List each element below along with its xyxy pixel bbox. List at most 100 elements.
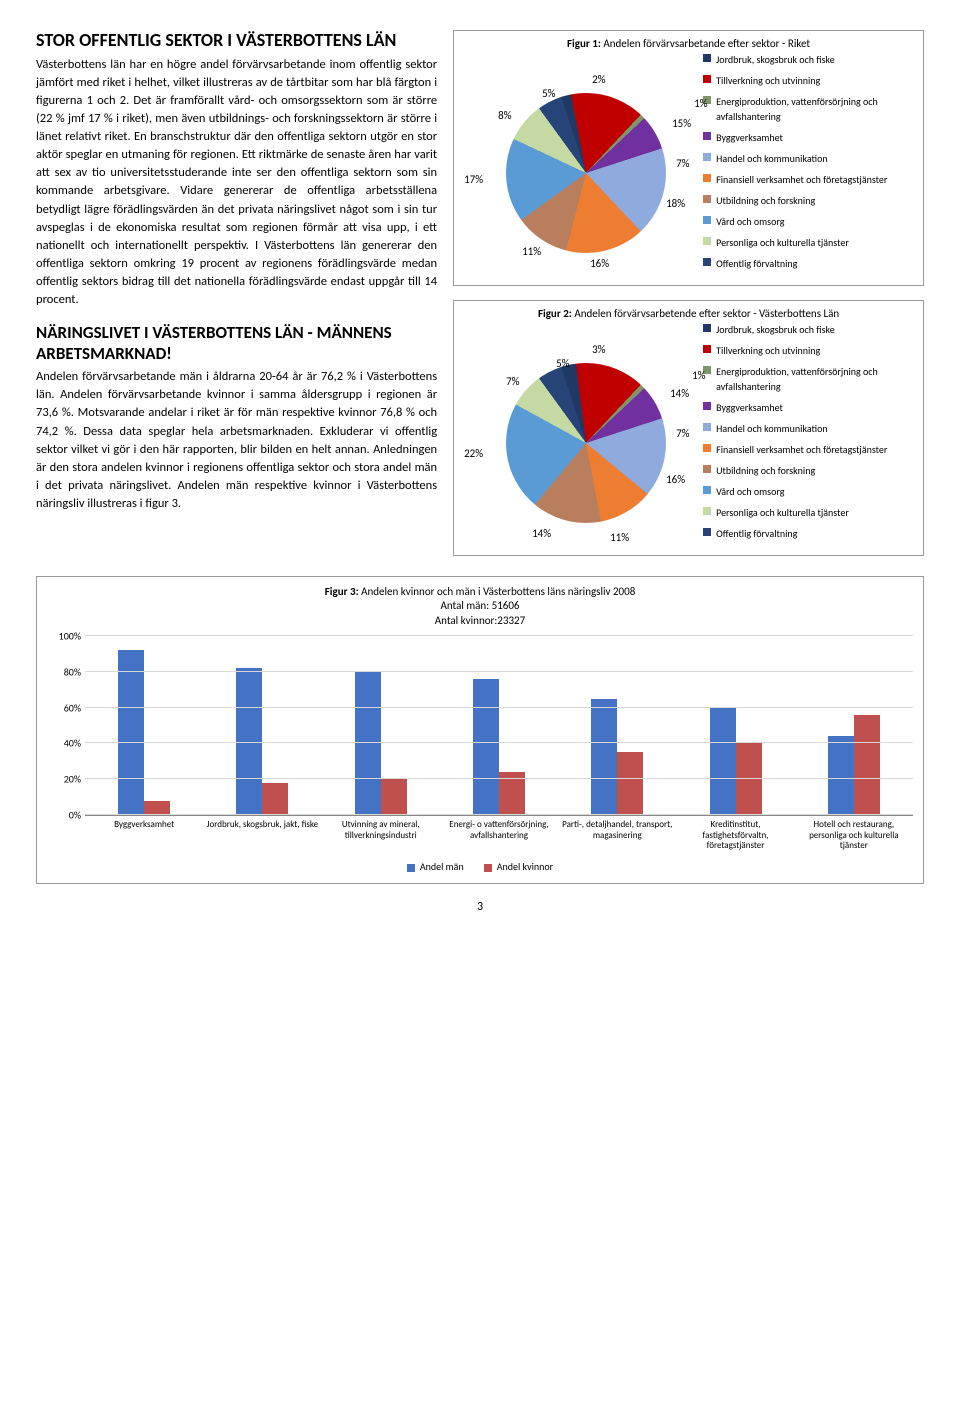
x-axis-label: Hotell och restaurang, personliga och ku…: [795, 820, 913, 852]
figure-1: Figur 1: Andelen förvärvsarbetande efter…: [453, 30, 924, 286]
pie-slice-label: 7%: [676, 157, 689, 170]
legend-swatch: [703, 237, 711, 245]
legend-swatch: [703, 486, 711, 494]
grid-line: [85, 778, 913, 779]
pie-slice-label: 18%: [666, 197, 685, 210]
legend-item: Energiproduktion, vattenförsörjning och …: [703, 364, 915, 394]
legend-label: Finansiell verksamhet och företagstjänst…: [716, 172, 887, 187]
pie-slice-label: 15%: [672, 117, 691, 130]
bar-male: [710, 708, 736, 815]
legend-swatch: [703, 54, 711, 62]
figure-2-title: Figur 2: Andelen förvärvsarbetende efter…: [462, 307, 915, 320]
bar-female: [736, 743, 762, 815]
legend-label: Handel och kommunikation: [716, 151, 828, 166]
bar-group: [795, 636, 913, 815]
pie-slice-label: 11%: [610, 531, 629, 544]
pie-slice-label: 7%: [676, 427, 689, 440]
legend-label: Utbildning och forskning: [716, 193, 815, 208]
legend-item: Jordbruk, skogsbruk och fiske: [703, 52, 915, 67]
pie-slice-label: 5%: [556, 357, 569, 370]
pie-slice-label: 22%: [464, 447, 483, 460]
pie-slice-label: 1%: [692, 369, 705, 382]
legend-label: Finansiell verksamhet och företagstjänst…: [716, 442, 887, 457]
legend-item: Tillverkning och utvinning: [703, 73, 915, 88]
bar-group: [85, 636, 203, 815]
y-axis-tick: 0%: [69, 808, 81, 821]
figure-3-title: Figur 3: Andelen kvinnor och män i Väste…: [47, 585, 913, 628]
figure-1-title: Figur 1: Andelen förvärvsarbetande efter…: [462, 37, 915, 50]
legend-female-label: Andel kvinnor: [497, 860, 553, 873]
bar-group: [558, 636, 676, 815]
bar-female: [144, 801, 170, 815]
page-number: 3: [36, 900, 924, 914]
legend-item: Finansiell verksamhet och företagstjänst…: [703, 172, 915, 187]
bar-group: [322, 636, 440, 815]
swatch-male: [407, 864, 415, 872]
legend-item: Vård och omsorg: [703, 214, 915, 229]
pie-slice-label: 16%: [666, 473, 685, 486]
legend-item: Utbildning och forskning: [703, 463, 915, 478]
legend-label: Energiproduktion, vattenförsörjning och …: [716, 94, 915, 124]
bar-male: [828, 736, 854, 815]
bar-male: [118, 650, 144, 815]
legend-item: Vård och omsorg: [703, 484, 915, 499]
legend-label: Personliga och kulturella tjänster: [716, 505, 849, 520]
legend-swatch: [703, 528, 711, 536]
legend-swatch: [703, 465, 711, 473]
legend-label: Jordbruk, skogsbruk och fiske: [716, 52, 835, 67]
figure-2: Figur 2: Andelen förvärvsarbetende efter…: [453, 300, 924, 556]
bar-female: [854, 715, 880, 815]
pie-slice-label: 3%: [592, 343, 605, 356]
y-axis-tick: 100%: [59, 629, 81, 642]
legend-item: Energiproduktion, vattenförsörjning och …: [703, 94, 915, 124]
legend-label: Utbildning och forskning: [716, 463, 815, 478]
legend-label: Tillverkning och utvinning: [716, 343, 820, 358]
x-axis-label: Energi- o vattenförsörjning, avfallshant…: [440, 820, 558, 852]
grid-line: [85, 814, 913, 815]
legend-label: Handel och kommunikation: [716, 421, 828, 436]
legend-label: Tillverkning och utvinning: [716, 73, 820, 88]
legend-swatch: [703, 195, 711, 203]
y-axis-tick: 20%: [64, 773, 81, 786]
bar-male: [473, 679, 499, 815]
bar-group: [203, 636, 321, 815]
heading-2: NÄRINGSLIVET I VÄSTERBOTTENS LÄN - MÄNNE…: [36, 323, 437, 364]
grid-line: [85, 707, 913, 708]
pie-slice-label: 8%: [498, 109, 511, 122]
pie-slice-label: 7%: [506, 375, 519, 388]
legend-swatch: [703, 174, 711, 182]
bar-female: [617, 752, 643, 815]
legend-swatch: [703, 216, 711, 224]
legend-label: Vård och omsorg: [716, 214, 784, 229]
legend-swatch: [703, 423, 711, 431]
legend-item: Personliga och kulturella tjänster: [703, 235, 915, 250]
pie-slice-label: 17%: [464, 173, 483, 186]
legend-item: Personliga och kulturella tjänster: [703, 505, 915, 520]
legend-item: Handel och kommunikation: [703, 421, 915, 436]
swatch-female: [484, 864, 492, 872]
legend-swatch: [703, 132, 711, 140]
legend-swatch: [703, 258, 711, 266]
legend-item: Byggverksamhet: [703, 130, 915, 145]
legend-label: Offentlig förvaltning: [716, 526, 797, 541]
legend-swatch: [703, 444, 711, 452]
legend-swatch: [703, 507, 711, 515]
legend-item: Offentlig förvaltning: [703, 256, 915, 271]
legend-swatch: [703, 345, 711, 353]
grid-line: [85, 671, 913, 672]
paragraph-2: Andelen förvärvsarbetande män i åldrarna…: [36, 368, 437, 513]
bar-female: [381, 779, 407, 815]
bar-legend: Andel män Andel kvinnor: [47, 860, 913, 873]
x-axis-label: Byggverksamhet: [85, 820, 203, 852]
bar-group: [676, 636, 794, 815]
legend-label: Personliga och kulturella tjänster: [716, 235, 849, 250]
legend-swatch: [703, 402, 711, 410]
bar-male: [355, 672, 381, 815]
pie-slice-label: 14%: [670, 387, 689, 400]
legend-label: Jordbruk, skogsbruk och fiske: [716, 322, 835, 337]
pie-slice-label: 11%: [522, 245, 541, 258]
legend-male-label: Andel män: [420, 860, 464, 873]
heading-1: STOR OFFENTLIG SEKTOR I VÄSTERBOTTENS LÄ…: [36, 30, 437, 52]
legend-item: Tillverkning och utvinning: [703, 343, 915, 358]
legend-swatch: [703, 153, 711, 161]
